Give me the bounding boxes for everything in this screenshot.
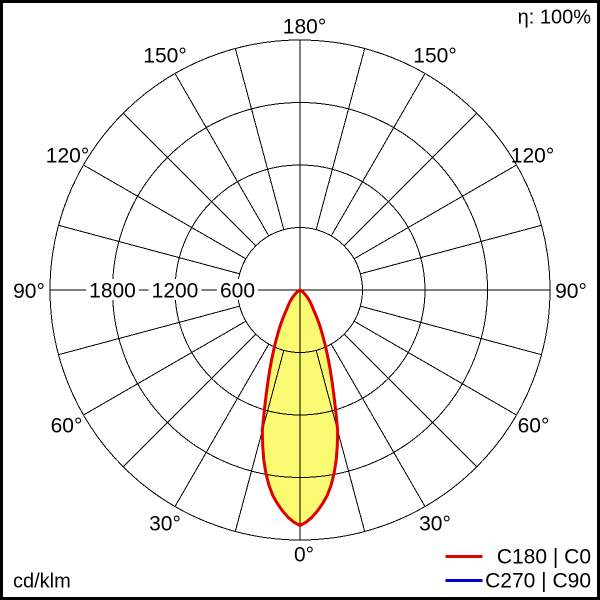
svg-text:150°: 150° [143,45,186,68]
svg-text:120°: 120° [46,145,89,168]
svg-text:180°: 180° [283,16,326,39]
svg-text:60°: 60° [51,415,83,438]
svg-text:1800: 1800 [89,280,136,303]
svg-text:90°: 90° [13,280,45,303]
svg-text:30°: 30° [419,513,451,536]
svg-text:600: 600 [220,280,255,303]
svg-text:120°: 120° [511,145,554,168]
svg-text:1200: 1200 [152,280,199,303]
svg-text:0°: 0° [294,544,314,567]
svg-text:90°: 90° [555,280,587,303]
svg-text:cd/klm: cd/klm [13,571,71,593]
svg-text:C270 | C90: C270 | C90 [485,570,591,593]
svg-text:60°: 60° [518,415,550,438]
svg-text:C180 | C0: C180 | C0 [497,545,591,568]
svg-text:150°: 150° [413,45,456,68]
svg-text:η: 100%: η: 100% [518,7,592,29]
svg-text:30°: 30° [149,513,181,536]
